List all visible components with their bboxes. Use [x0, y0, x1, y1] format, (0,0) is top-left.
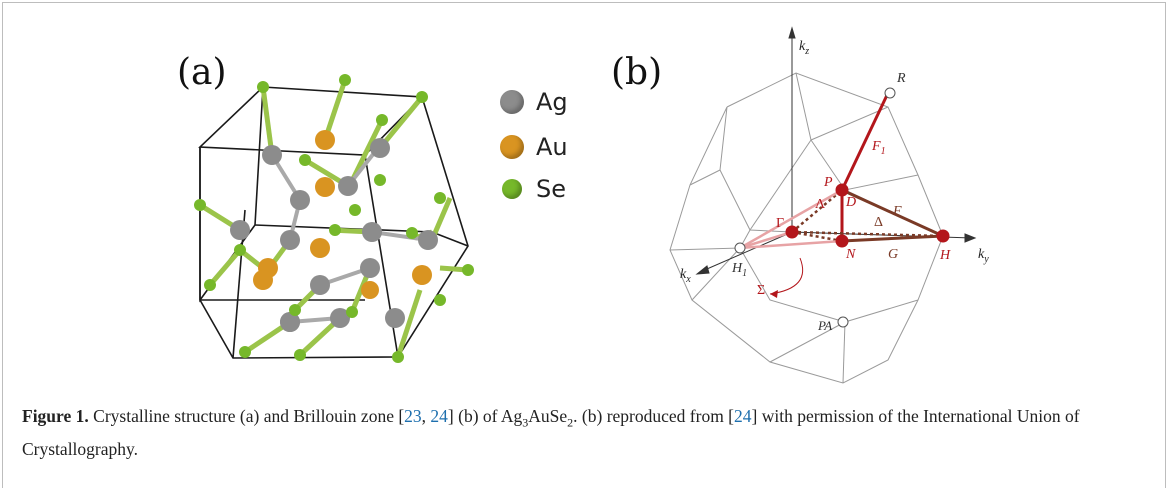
ag-atom-icon	[500, 90, 524, 114]
point-n-label: N	[845, 247, 856, 262]
citation-link-24b[interactable]: 24	[734, 406, 752, 426]
line-g-label: G	[888, 247, 898, 262]
ky-label: k	[978, 247, 985, 262]
svg-text:H1: H1	[731, 261, 747, 279]
svg-text:ky: ky	[978, 247, 989, 265]
line-f1-label: F	[871, 139, 881, 154]
panel-a-label: (a)	[177, 52, 227, 93]
line-d-label: D	[845, 195, 856, 210]
atoms	[194, 74, 474, 363]
svg-text:F1: F1	[871, 139, 886, 157]
citation-link-23[interactable]: 23	[404, 406, 422, 426]
caption-text-4: . (b) reproduced from [	[573, 406, 735, 426]
point-r-label: R	[896, 71, 906, 86]
panel-b-label: (b)	[611, 52, 663, 93]
au-atom-icon	[500, 135, 524, 159]
figure-caption: Figure 1. Crystalline structure (a) and …	[22, 403, 1142, 462]
kx-label: k	[680, 267, 687, 282]
point-h1-label: H	[731, 261, 743, 276]
caption-text-3: AuSe	[528, 406, 568, 426]
legend-label-au: Au	[536, 133, 568, 161]
caption-sub-2: 2	[567, 415, 574, 430]
ky-sub: y	[983, 254, 989, 265]
line-delta-label: Δ	[874, 215, 883, 230]
line-f-label: F	[892, 204, 902, 219]
bz-points	[734, 87, 950, 328]
caption-sub-3: 3	[522, 415, 529, 430]
caption-text-5: ] with permission of the International U…	[22, 406, 1080, 459]
kz-label: k	[799, 39, 806, 54]
legend-item-au: Au	[500, 133, 568, 161]
citation-link-24[interactable]: 24	[430, 406, 448, 426]
bz-labels: kz ky kx R P Γ N H H1 PA F1 F D Λ Δ G Σ	[680, 39, 989, 333]
point-h-label: H	[939, 248, 951, 263]
figure-label: Figure 1.	[22, 406, 89, 426]
point-pa-label: PA	[817, 318, 832, 333]
bz-paths	[739, 92, 944, 298]
point-h1-sub: 1	[742, 268, 747, 279]
line-sigma-label: Σ	[757, 283, 765, 298]
legend-item-ag: Ag	[500, 88, 568, 116]
caption-sep: ,	[421, 406, 431, 426]
legend-item-se: Se	[500, 175, 566, 203]
se-atom-icon	[502, 179, 522, 199]
kx-sub: x	[685, 274, 691, 285]
caption-text-1: Crystalline structure (a) and Brillouin …	[88, 406, 405, 426]
legend-label-ag: Ag	[536, 88, 568, 116]
line-f1-sub: 1	[881, 146, 886, 157]
kz-sub: z	[804, 46, 809, 57]
legend-label-se: Se	[536, 175, 566, 203]
point-p-label: P	[823, 175, 833, 190]
bz-polyhedron-edges	[669, 72, 944, 384]
line-lambda-label: Λ	[815, 197, 826, 212]
svg-text:kz: kz	[799, 39, 809, 57]
svg-text:kx: kx	[680, 267, 691, 285]
caption-text-2: ] (b) of Ag	[447, 406, 523, 426]
point-gamma-label: Γ	[776, 216, 784, 231]
